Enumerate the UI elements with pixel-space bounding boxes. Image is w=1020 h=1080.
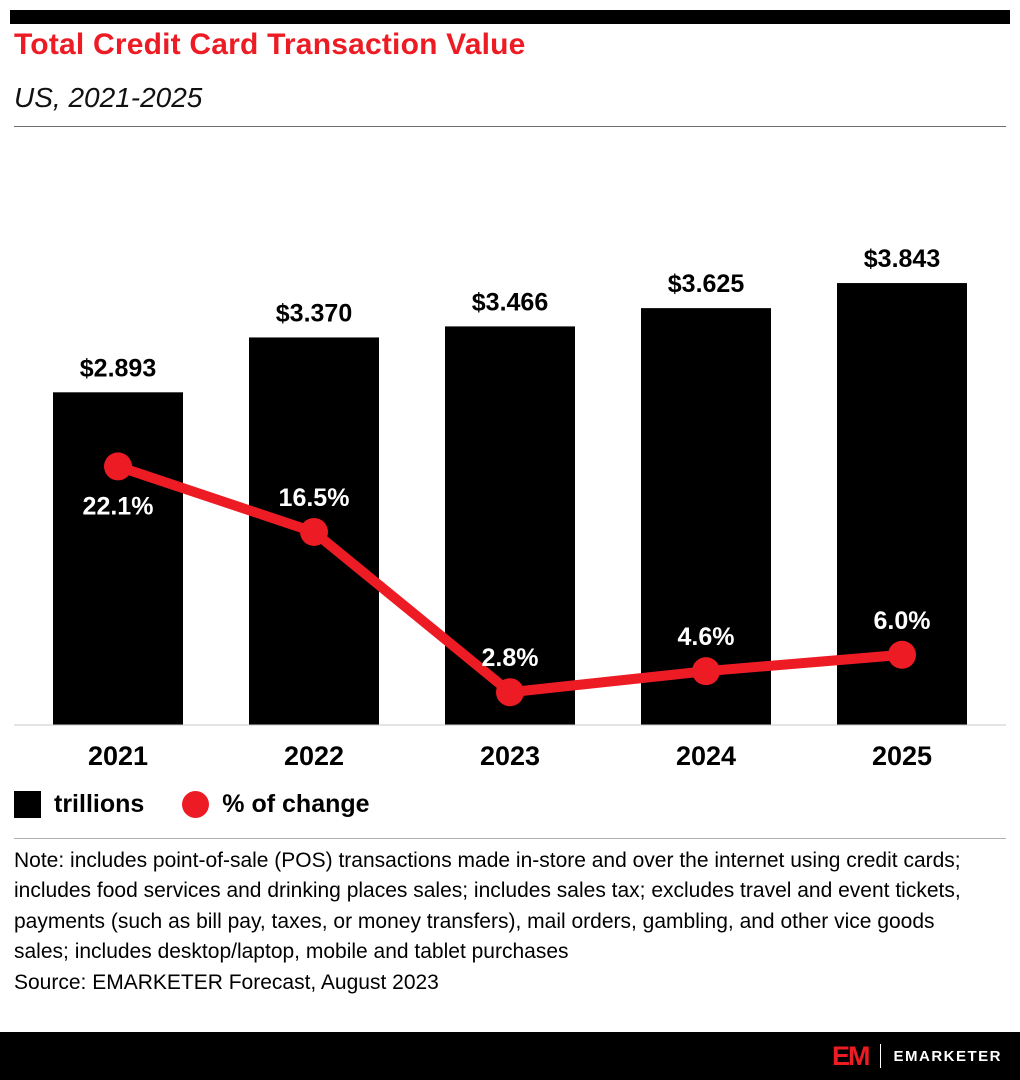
page-subtitle: US, 2021-2025 — [14, 82, 203, 113]
pct-change-dot-2025 — [888, 640, 916, 669]
pct-change-dot-2022 — [300, 517, 328, 546]
x-axis-label-2025: 2025 — [872, 741, 932, 771]
pct-change-dot-2024 — [692, 657, 720, 686]
footer-bar: EM EMARKETER — [0, 1032, 1020, 1080]
legend-label-pct-change: % of change — [222, 790, 370, 818]
pct-change-label-2025: 6.0% — [874, 607, 931, 635]
header-divider — [14, 126, 1006, 127]
x-axis-label-2024: 2024 — [676, 741, 736, 771]
note-text: Note: includes point-of-sale (POS) trans… — [14, 849, 961, 964]
bar-2021 — [53, 392, 183, 725]
note-divider — [14, 838, 1006, 839]
top-accent-bar — [10, 10, 1010, 24]
legend-swatch-trillions — [14, 791, 41, 818]
pct-change-label-2023: 2.8% — [482, 644, 539, 672]
pct-change-label-2022: 16.5% — [279, 484, 350, 512]
bar-value-label-2025: $3.843 — [864, 245, 940, 273]
footer-brand-text: EMARKETER — [893, 1047, 1002, 1065]
bar-value-label-2024: $3.625 — [668, 270, 745, 298]
source-text: Source: EMARKETER Forecast, August 2023 — [14, 970, 439, 994]
legend: trillions % of change — [14, 790, 370, 819]
bar-value-label-2023: $3.466 — [472, 288, 548, 316]
pct-change-dot-2021 — [104, 452, 132, 481]
pct-change-label-2021: 22.1% — [83, 492, 154, 520]
bar-2024 — [641, 308, 771, 725]
x-axis-label-2023: 2023 — [480, 741, 540, 771]
page-title: Total Credit Card Transaction Value — [14, 28, 526, 61]
legend-swatch-pct-change — [182, 791, 210, 818]
bar-value-label-2022: $3.370 — [276, 299, 352, 327]
bar-line-chart: $2.893 $3.370 $3.466 $3.625 $3.843 2021 2022 20… — [14, 245, 1006, 771]
x-axis-label-2021: 2021 — [88, 741, 148, 771]
x-axis-label-2022: 2022 — [284, 741, 344, 771]
legend-label-trillions: trillions — [54, 790, 145, 818]
emarketer-logo-icon: EM — [831, 1040, 870, 1071]
footer-logo-divider — [880, 1044, 882, 1068]
bar-value-label-2021: $2.893 — [80, 354, 156, 382]
pct-change-dot-2023 — [496, 678, 524, 707]
notes-block: Note: includes point-of-sale (POS) trans… — [14, 846, 989, 995]
pct-change-label-2024: 4.6% — [678, 623, 735, 651]
